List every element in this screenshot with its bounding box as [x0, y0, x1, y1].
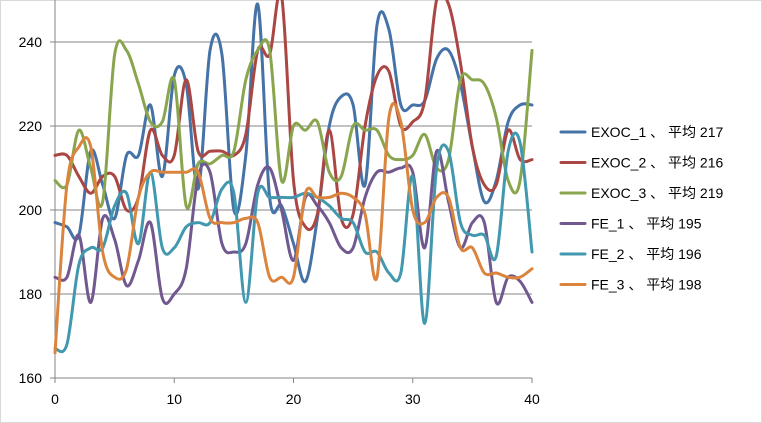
x-tick-label-10: 10 [166, 391, 182, 407]
series-line-6 [53, 101, 534, 355]
tick-labels: 160 180 200 220 240 0 10 20 30 40 [19, 34, 540, 407]
legend-label-3: EXOC_3 、 平均 219 [591, 185, 723, 201]
series-line-5 [53, 131, 534, 354]
legend-label-4: FE_1 、 平均 195 [591, 216, 702, 232]
x-tick-label-0: 0 [51, 391, 59, 407]
legend-label-1: EXOC_1 、 平均 217 [591, 124, 723, 140]
y-tick-label-220: 220 [19, 118, 43, 134]
series-lines [53, 0, 534, 355]
y-tick-label-240: 240 [19, 34, 43, 50]
legend-label-2: EXOC_2 、 平均 216 [591, 155, 723, 171]
legend-label-5: FE_2 、 平均 196 [591, 246, 702, 262]
x-tick-label-20: 20 [286, 391, 302, 407]
x-tick-label-30: 30 [405, 391, 421, 407]
series-line-1 [53, 2, 534, 283]
y-tick-label-180: 180 [19, 286, 43, 302]
legend: EXOC_1 、 平均 217 EXOC_2 、 平均 216 EXOC_3 、 平… [559, 124, 723, 293]
y-tick-label-200: 200 [19, 202, 43, 218]
series-line-3 [53, 38, 534, 210]
x-tick-label-40: 40 [524, 391, 540, 407]
y-tick-label-160: 160 [19, 370, 43, 386]
axes [50, 0, 533, 383]
legend-label-6: FE_3 、 平均 198 [591, 277, 702, 293]
